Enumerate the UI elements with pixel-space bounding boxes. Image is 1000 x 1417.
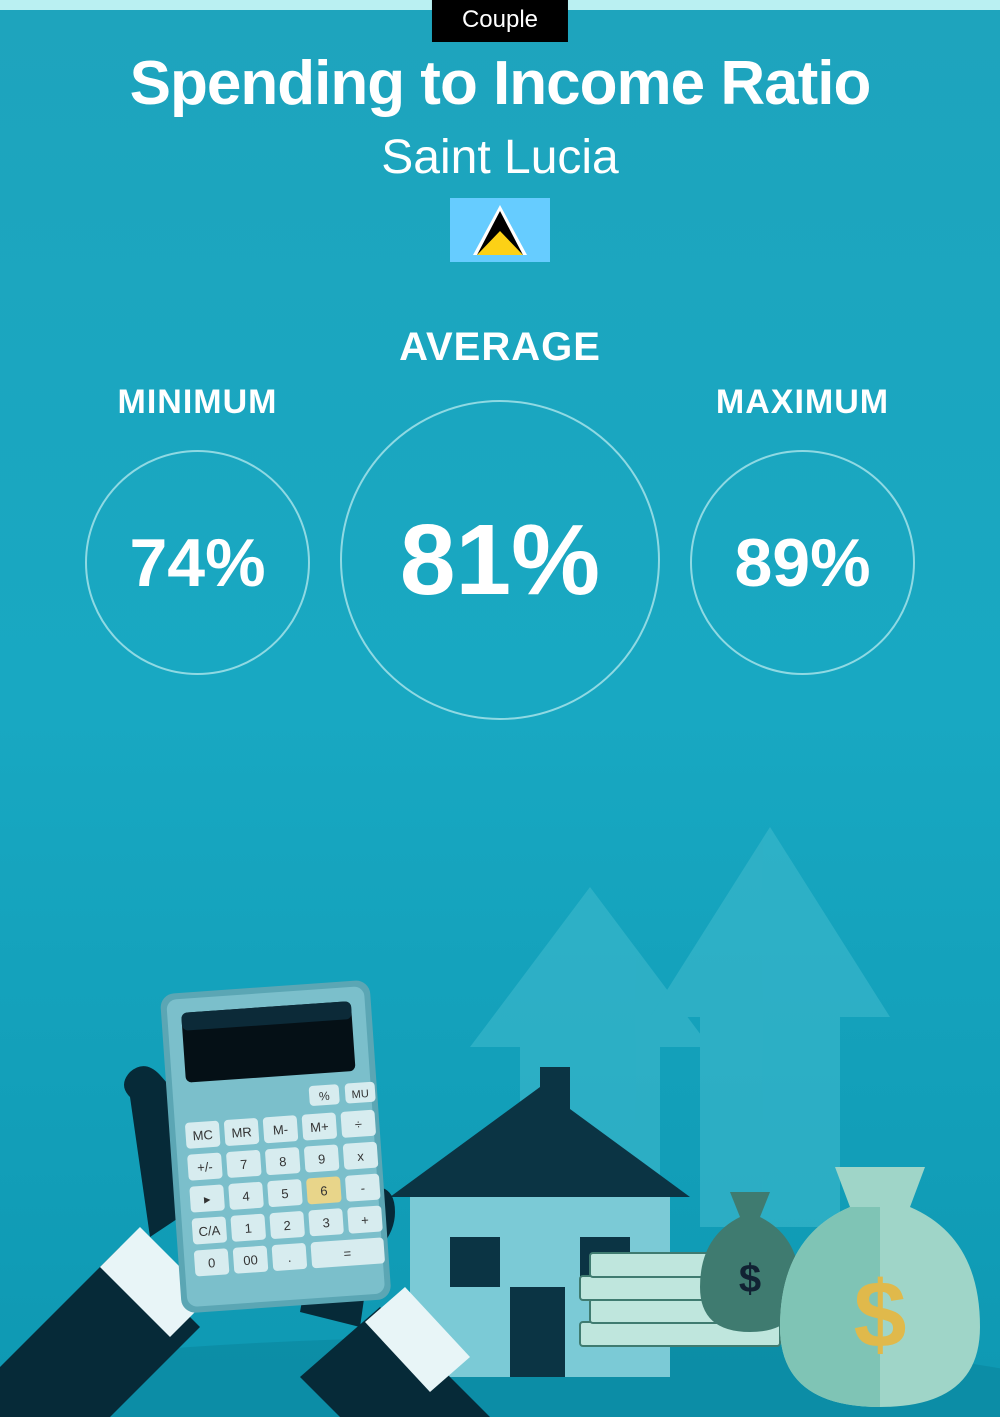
stat-minimum: MINIMUM 74% [85, 383, 310, 675]
svg-text:MU: MU [351, 1088, 369, 1101]
svg-text:1: 1 [244, 1221, 252, 1236]
svg-text:00: 00 [243, 1252, 258, 1268]
page-title: Spending to Income Ratio [0, 48, 1000, 119]
svg-text:MC: MC [192, 1127, 213, 1143]
stat-average: AVERAGE 81% [340, 325, 660, 720]
svg-text:8: 8 [279, 1154, 287, 1169]
svg-text:6: 6 [320, 1183, 328, 1198]
finance-illustration: $ $ [0, 767, 1000, 1417]
svg-text:0: 0 [208, 1255, 216, 1270]
stat-average-value: 81% [400, 503, 600, 618]
svg-text:3: 3 [322, 1215, 330, 1230]
category-tag: Couple [432, 0, 568, 42]
svg-text:%: % [318, 1089, 330, 1104]
stat-average-circle: 81% [340, 400, 660, 720]
stat-minimum-label: MINIMUM [118, 383, 278, 422]
svg-text:7: 7 [240, 1157, 248, 1172]
stat-minimum-value: 74% [129, 524, 265, 602]
svg-text:4: 4 [242, 1189, 250, 1204]
svg-text:5: 5 [281, 1186, 289, 1201]
svg-text:M+: M+ [310, 1119, 329, 1135]
svg-text:9: 9 [318, 1151, 326, 1166]
svg-text:M-: M- [272, 1122, 288, 1138]
svg-text:=: = [343, 1246, 352, 1261]
svg-text:MR: MR [231, 1124, 252, 1140]
stat-maximum-value: 89% [734, 524, 870, 602]
infographic-page: Couple Spending to Income Ratio Saint Lu… [0, 0, 1000, 1417]
svg-text:$: $ [739, 1257, 761, 1301]
stat-maximum: MAXIMUM 89% [690, 383, 915, 675]
country-subtitle: Saint Lucia [0, 130, 1000, 185]
svg-text:÷: ÷ [354, 1117, 362, 1132]
stat-maximum-circle: 89% [690, 450, 915, 675]
svg-text:+: + [361, 1212, 370, 1227]
country-flag-icon [450, 198, 550, 262]
stats-row: MINIMUM 74% AVERAGE 81% MAXIMUM 89% [0, 325, 1000, 720]
stat-average-label: AVERAGE [399, 325, 601, 370]
stat-minimum-circle: 74% [85, 450, 310, 675]
svg-text:+/-: +/- [197, 1159, 214, 1175]
svg-text:$: $ [854, 1262, 907, 1368]
svg-text:C/A: C/A [198, 1223, 221, 1239]
category-tag-text: Couple [462, 6, 538, 33]
stat-maximum-label: MAXIMUM [716, 383, 889, 422]
svg-text:2: 2 [283, 1218, 291, 1233]
